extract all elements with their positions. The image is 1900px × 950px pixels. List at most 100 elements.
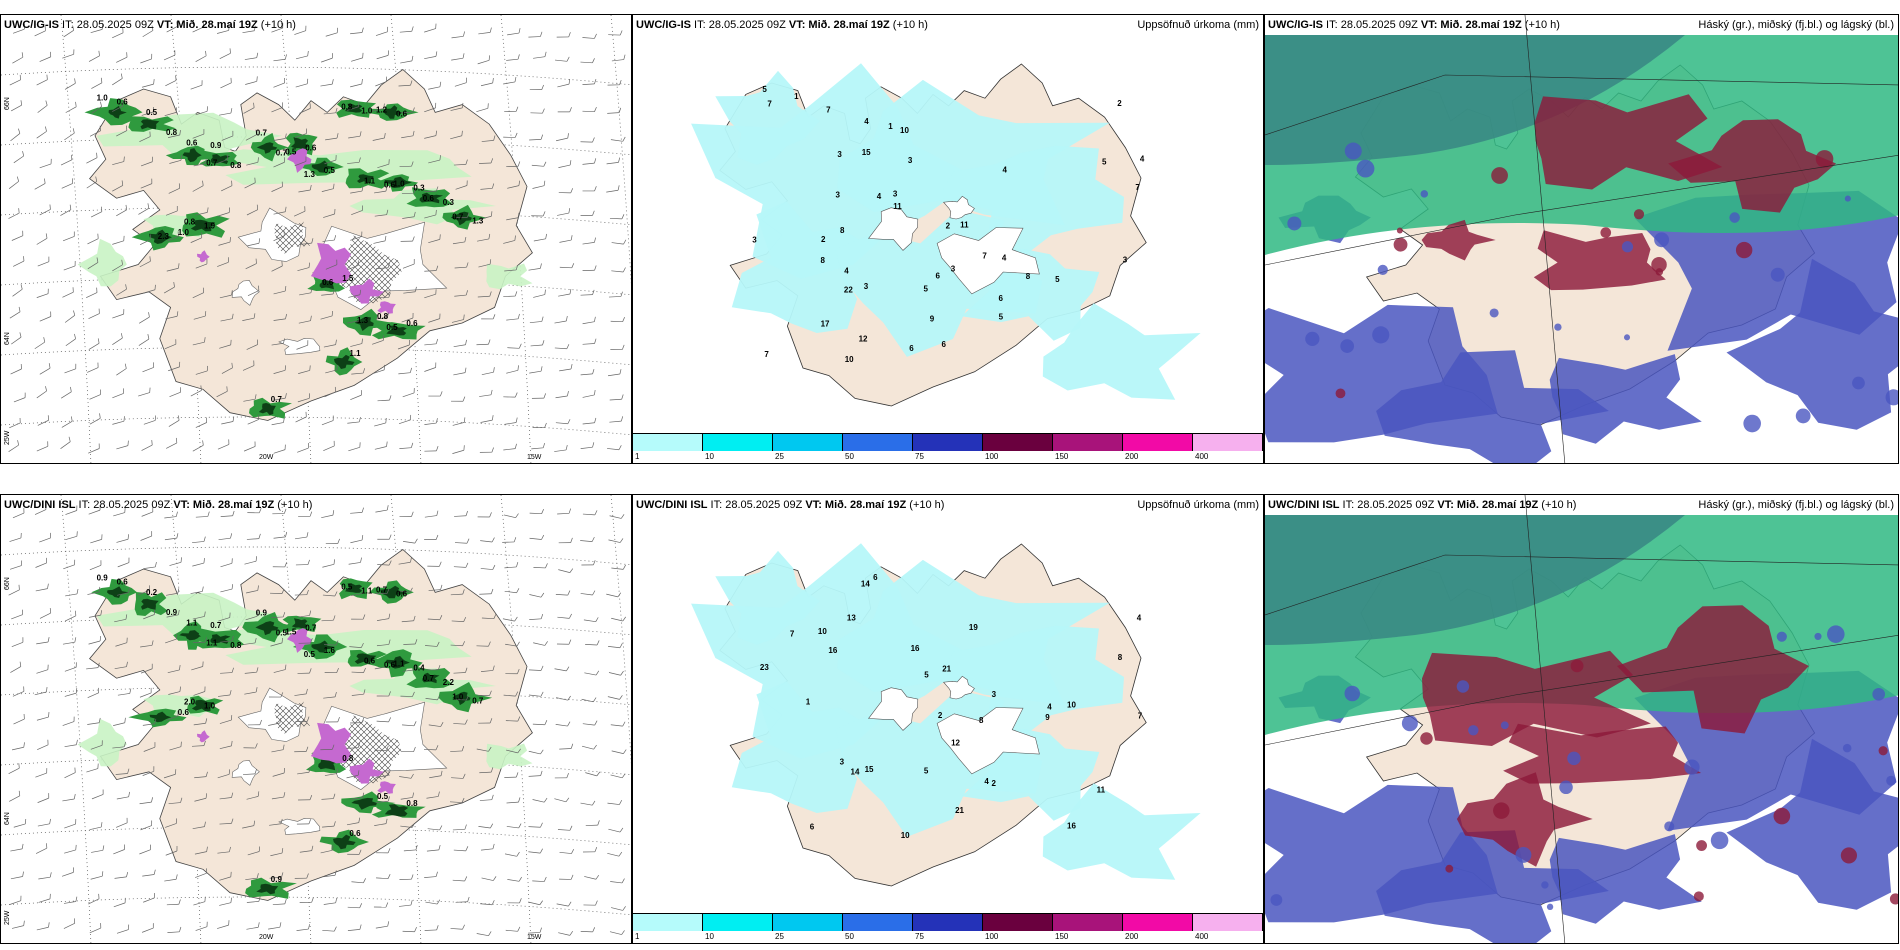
precip-heavy-cell (377, 301, 396, 314)
accum-value-label: 14 (851, 767, 860, 776)
accum-value-label: 16 (911, 644, 920, 653)
precip-value-label: 1.1 (349, 349, 361, 358)
legend-swatch (703, 914, 773, 931)
accum-value-label: 3 (864, 282, 869, 291)
precip-value-label: 0.2 (146, 588, 158, 597)
accum-value-label: 6 (999, 294, 1004, 303)
precip-value-label: 1.1 (206, 638, 218, 647)
precip-cell-core (141, 598, 159, 610)
precip-cell-core (354, 653, 377, 665)
latitude-label: 64N (4, 332, 11, 345)
accum-value-label: 3 (908, 156, 913, 165)
cloud-patch (1456, 680, 1470, 693)
accum-value-label: 7 (982, 251, 987, 260)
accum-value-label: 7 (826, 105, 831, 114)
latitude-label: 25W (4, 430, 11, 445)
cloud-patch (1493, 802, 1510, 819)
precip-value-label: 1.0 (452, 693, 464, 702)
precip-value-label: 1.3 (357, 316, 369, 325)
accum-value-label: 7 (790, 630, 795, 639)
precip-heavy-cell (377, 781, 396, 794)
precip-value-label: 0.7 (276, 149, 288, 158)
precip-value-label: 0.6 (349, 829, 361, 838)
accum-precip-area (939, 145, 1124, 266)
longitude-label: 15W (527, 934, 542, 941)
precip-value-label: 0.6 (322, 278, 334, 287)
precip-value-label: 0.8 (166, 128, 178, 137)
accum-value-label: 12 (951, 738, 960, 747)
accum-value-label: 4 (1140, 154, 1145, 163)
mid-cloud-area (1617, 605, 1809, 734)
legend-swatch (983, 914, 1053, 931)
precip-heavy-cell (197, 250, 210, 263)
accum-precip-area (1042, 783, 1201, 880)
grid-line (1524, 495, 1566, 943)
panel-subtitle: Háský (gr.), miðský (fj.bl.) og lágský (… (1698, 19, 1894, 31)
panel-title: UWC/IG-IS IT: 28.05.2025 09Z VT: Mið. 28… (4, 19, 296, 31)
accum-value-label: 10 (900, 126, 909, 135)
cloud-patch (1377, 264, 1388, 275)
glacier (942, 195, 975, 220)
legend-tick: 25 (775, 932, 784, 941)
precip-value-label: 1.2 (376, 105, 388, 114)
precip-value-label: 1.6 (324, 646, 336, 655)
precip-value-label: 0.5 (146, 108, 158, 117)
legend-tick-labels: 1 10 25 50 75 100 150 200 400 (633, 452, 1263, 463)
cloud-patch (1335, 388, 1346, 399)
legend-tick: 400 (1195, 932, 1209, 941)
cloud-patch (1773, 807, 1791, 825)
legend-swatch (1193, 434, 1263, 451)
cloud-patch (1885, 389, 1898, 406)
cloud-cover-map (1265, 495, 1898, 943)
panel-top-right: UWC/IG-IS IT: 28.05.2025 09Z VT: Mið. 28… (1264, 14, 1899, 464)
precip-cell-core (318, 756, 339, 771)
legend-swatch (843, 914, 913, 931)
accum-value-label: 17 (821, 320, 830, 329)
cloud-patch (1372, 326, 1390, 344)
precip-cell-core (108, 105, 127, 119)
cloud-patch (1500, 721, 1509, 730)
accum-value-label: 3 (840, 758, 845, 767)
cloud-patch (1655, 268, 1664, 276)
precip-cell-core (179, 630, 205, 641)
grid-line (1265, 155, 1898, 266)
accum-value-label: 4 (877, 192, 882, 201)
accum-value-label: 7 (1138, 711, 1143, 720)
precip-cell-core (258, 403, 276, 416)
precip-value-label: 0.7 (305, 624, 317, 633)
precip-value-label: 0.7 (271, 395, 283, 404)
cloud-patch (1696, 840, 1707, 851)
longitude-label: 20W (259, 454, 274, 461)
cloud-patch (1515, 846, 1532, 863)
legend-tick: 50 (845, 932, 854, 941)
accum-value-label: 6 (909, 344, 914, 353)
legend-tick: 150 (1055, 452, 1069, 461)
legend-tick: 150 (1055, 932, 1069, 941)
cloud-patch (1827, 625, 1845, 643)
precip-cell-core (383, 105, 403, 119)
precip-value-label: 1.0 (361, 107, 373, 116)
precip-heavy-cell (287, 628, 312, 653)
cloud-patch (1491, 167, 1508, 184)
precip-cell-core (149, 711, 172, 723)
mid-cloud-area (1421, 219, 1496, 261)
precip-value-label: 0.3 (413, 184, 425, 193)
latitude-label: 66N (4, 97, 11, 110)
precip-value-label: 0.5 (285, 148, 297, 157)
precip-value-label: 0.6 (186, 138, 198, 147)
cloud-patch (1546, 903, 1554, 911)
accum-value-label: 3 (893, 189, 898, 198)
precip-cell-core (386, 325, 407, 336)
cloud-patch (1559, 780, 1573, 795)
panel-subtitle: Háský (gr.), miðský (fj.bl.) og lágský (… (1698, 499, 1894, 511)
precip-cell-core (210, 154, 231, 164)
precip-value-label: 0.9 (97, 573, 109, 582)
accum-value-label: 1 (888, 122, 893, 131)
cloud-patch (1735, 241, 1753, 259)
accum-value-label: 4 (984, 777, 989, 786)
legend-tick: 100 (985, 452, 999, 461)
precip-value-label: 0.6 (178, 708, 190, 717)
accum-precip-area (731, 201, 865, 333)
precip-value-label: 1.0 (204, 702, 216, 711)
accum-value-label: 7 (767, 100, 772, 109)
